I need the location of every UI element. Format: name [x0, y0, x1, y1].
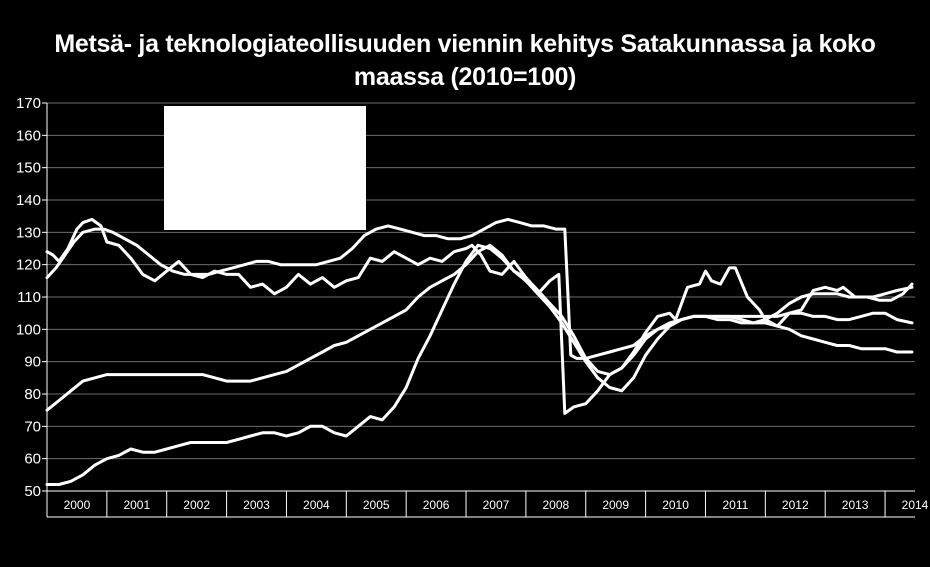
x-tick-label: 2013 [842, 498, 869, 512]
gridlines [47, 102, 915, 492]
y-tick-label: 120 [16, 257, 41, 274]
y-tick-label: 110 [17, 289, 41, 306]
x-tick-label: 2008 [542, 498, 569, 512]
legend-cover-box [164, 106, 366, 230]
y-axis: 50 60 70 80 90 100 110 120 130 140 150 160 170 [16, 95, 48, 500]
chart-title-line2: maassa (2010=100) [353, 63, 577, 91]
series-line [45, 217, 914, 360]
x-tick-label: 2004 [303, 498, 330, 512]
chart-title-line1: Metsä- ja teknologiateollisuuden viennin… [54, 30, 876, 58]
y-tick-label: 80 [24, 386, 41, 403]
x-tick-label: 2002 [183, 498, 210, 512]
x-tick-label: 2012 [782, 498, 809, 512]
y-tick-label: 90 [24, 354, 41, 371]
x-tick-label: 2005 [363, 498, 390, 512]
x-tick-label: 2006 [423, 498, 450, 512]
x-tick-label: 2011 [723, 498, 749, 512]
series-lines [45, 217, 914, 486]
x-tick-label: 2007 [483, 498, 510, 512]
y-tick-label: 150 [16, 160, 41, 177]
series-line [45, 243, 914, 486]
y-tick-label: 60 [24, 451, 41, 468]
x-axis: 2000 2001 2002 2003 2004 2005 2006 2007 2008 2009… [46, 490, 929, 518]
series-line [45, 243, 914, 412]
x-tick-label: 2001 [123, 498, 150, 512]
y-tick-label: 70 [24, 418, 41, 435]
series-line [45, 217, 914, 415]
y-tick-label: 170 [16, 95, 41, 112]
x-tick-label: 2000 [64, 498, 91, 512]
x-tick-label: 2009 [602, 498, 629, 512]
x-tick-label: 2003 [243, 498, 270, 512]
y-tick-label: 50 [24, 483, 41, 500]
chart-title: Metsä- ja teknologiateollisuuden viennin… [0, 28, 930, 94]
x-tick-label: 2010 [662, 498, 689, 512]
x-tick-label: 2014 [902, 498, 929, 512]
y-tick-label: 100 [16, 321, 41, 338]
y-tick-label: 160 [16, 127, 41, 144]
y-tick-label: 130 [16, 224, 41, 241]
y-tick-label: 140 [16, 192, 41, 209]
